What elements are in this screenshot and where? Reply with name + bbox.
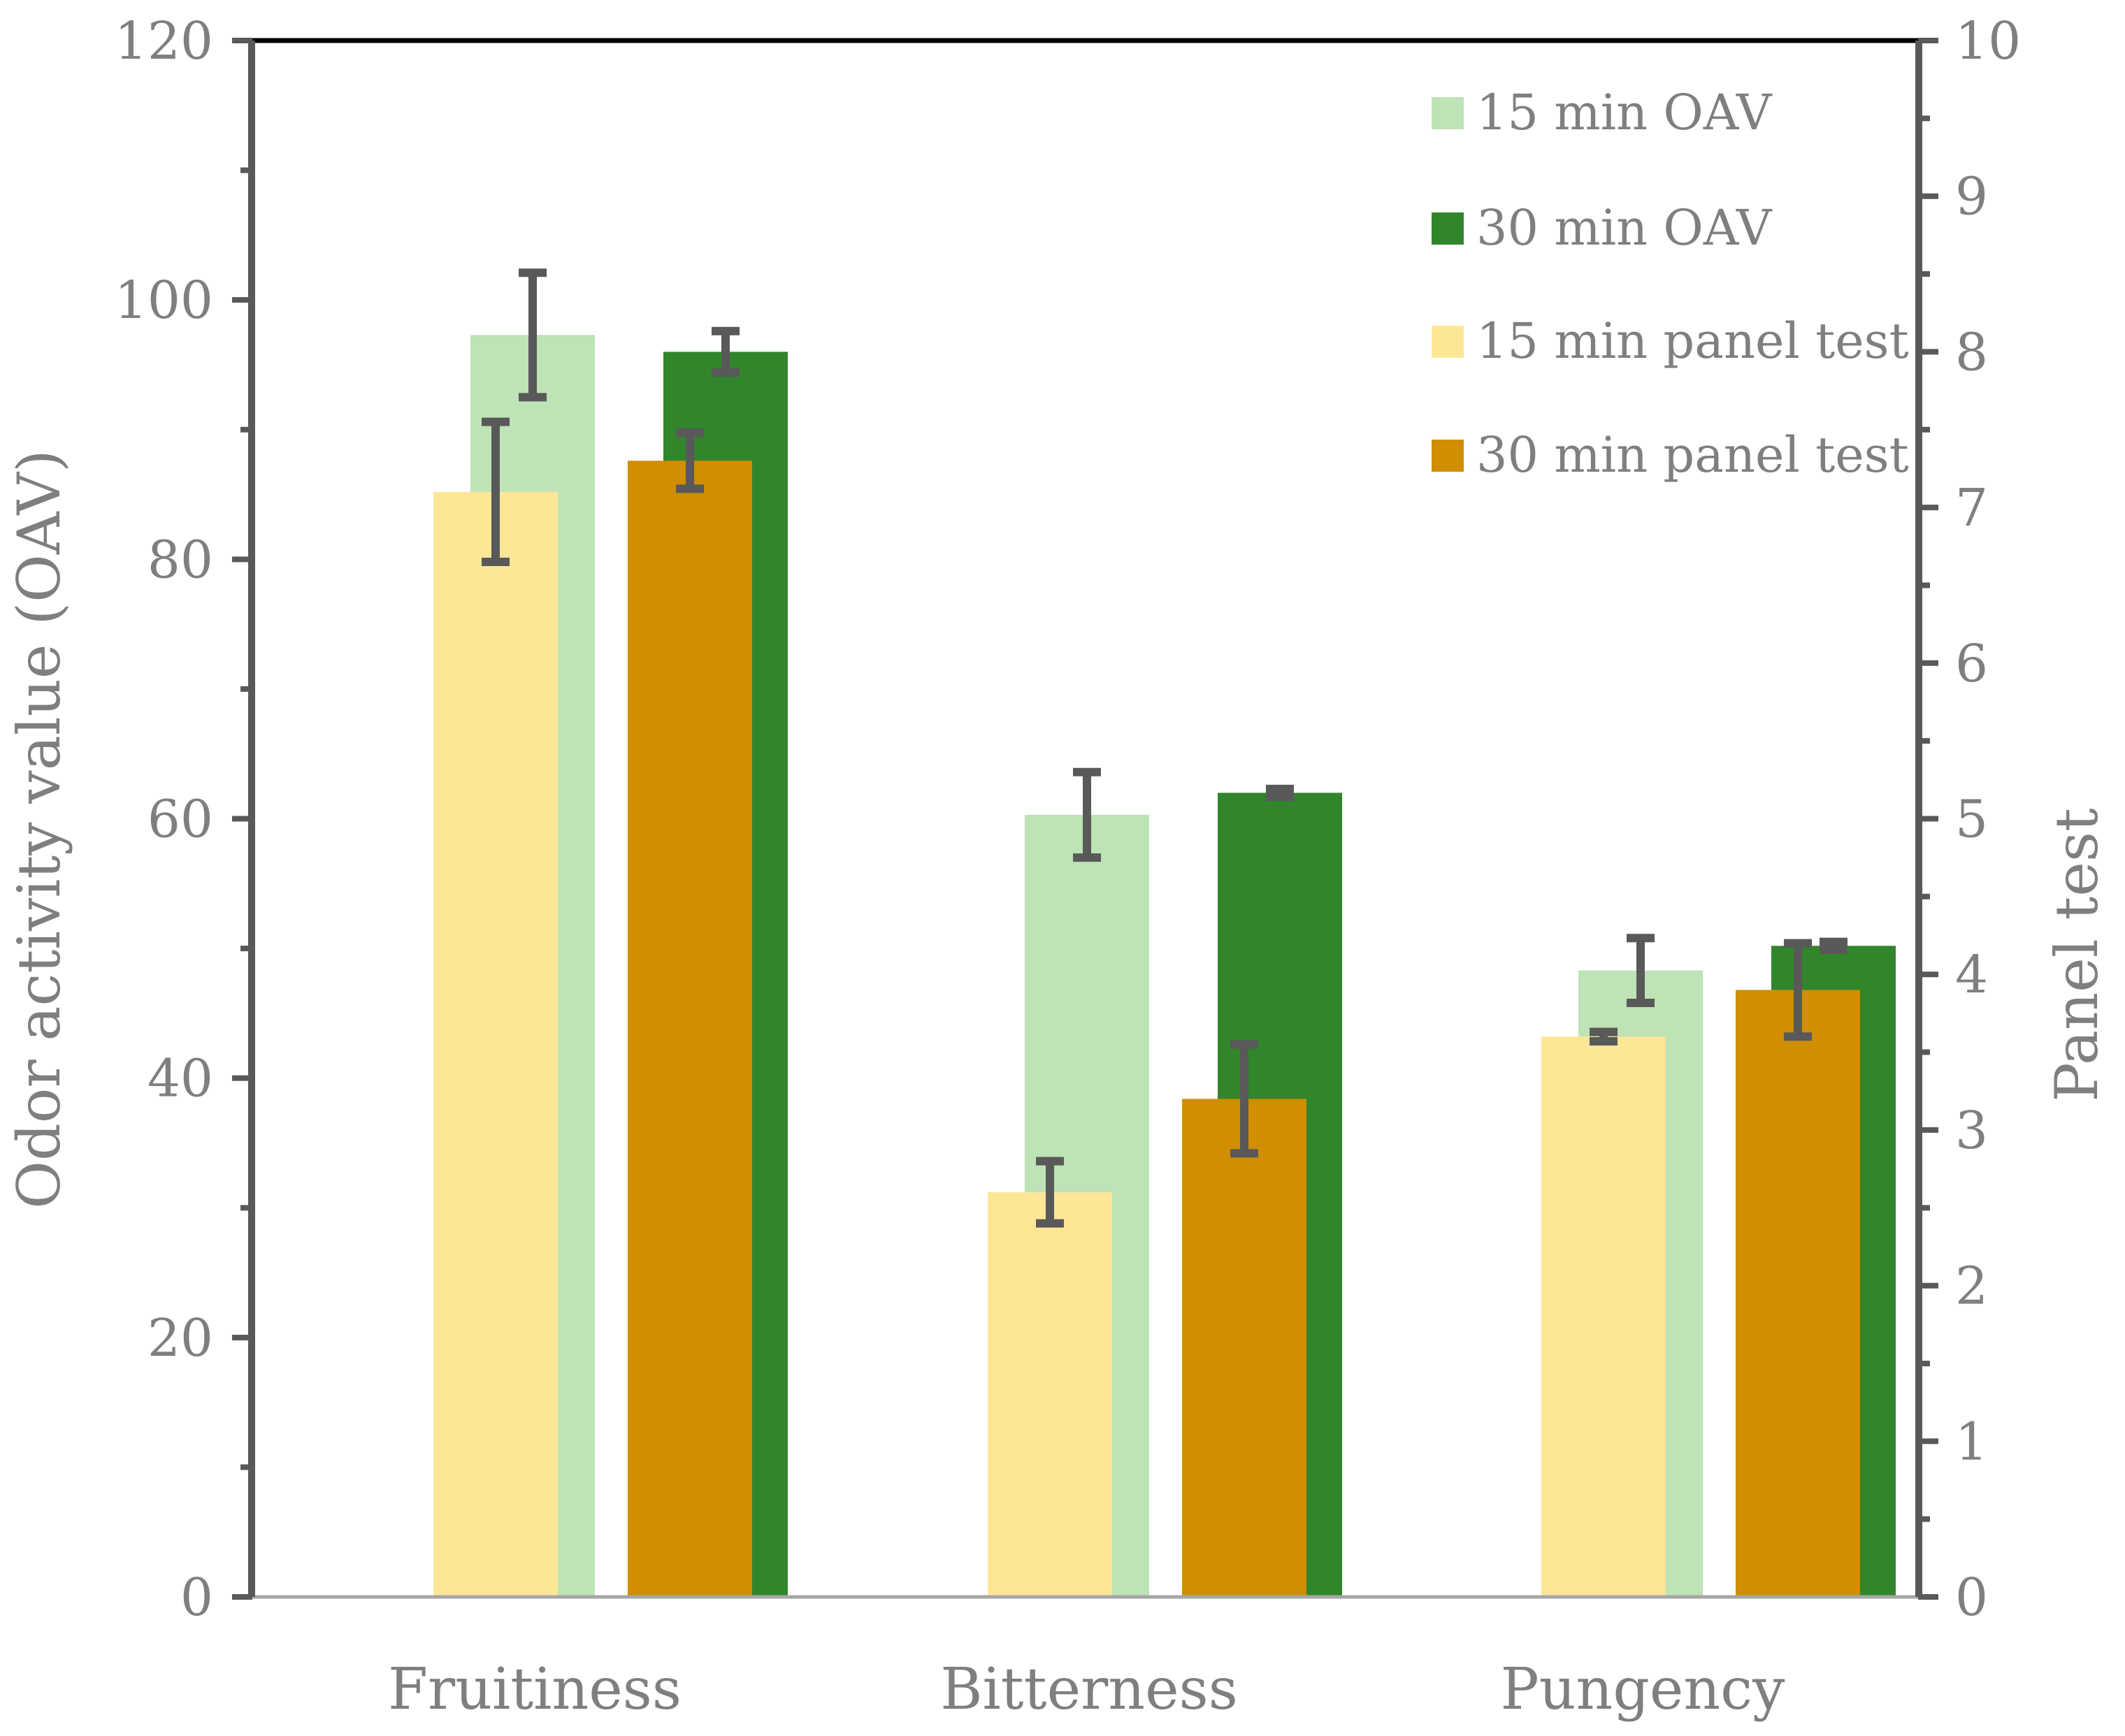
y-left-tick-label: 100 bbox=[115, 270, 213, 331]
error-bars-layer bbox=[482, 268, 1847, 1228]
x-tick-label: Bitterness bbox=[940, 1656, 1238, 1723]
y-right-tick-label: 1 bbox=[1955, 1412, 1988, 1472]
y-right-axis-title: Panel test bbox=[2043, 808, 2111, 1102]
y-left-tick-label: 80 bbox=[147, 530, 213, 590]
bar-15-min-panel-test-fruitiness bbox=[433, 491, 558, 1597]
bar-15-min-panel-test-pungency bbox=[1541, 1036, 1666, 1597]
error-bar-30-min-panel-test-fruitiness bbox=[676, 428, 704, 493]
error-bar-15-min-oav-bitterness bbox=[1073, 767, 1101, 862]
y-right-tick-label: 8 bbox=[1955, 322, 1988, 382]
y-right-tick-label: 6 bbox=[1955, 634, 1988, 694]
bars-layer bbox=[433, 335, 1896, 1597]
legend-swatch bbox=[1432, 326, 1464, 358]
error-bar-30-min-oav-bitterness bbox=[1266, 784, 1294, 801]
error-bar-15-min-oav-pungency bbox=[1627, 934, 1655, 1008]
legend: 15 min OAV 30 min OAV 15 min panel test 30 … bbox=[1432, 84, 1909, 484]
y-right-tick-label: 7 bbox=[1955, 478, 1988, 538]
legend-label: 15 min OAV bbox=[1476, 84, 1773, 141]
y-right-tick-label: 3 bbox=[1955, 1101, 1988, 1161]
legend-swatch bbox=[1432, 212, 1464, 245]
error-bar-15-min-panel-test-pungency bbox=[1590, 1027, 1618, 1046]
legend-swatch bbox=[1432, 440, 1464, 472]
bar-30-min-panel-test-bitterness bbox=[1182, 1099, 1306, 1597]
error-bar-30-min-oav-fruitiness bbox=[712, 326, 740, 377]
error-bar-30-min-panel-test-pungency bbox=[1784, 939, 1812, 1041]
y-right-tick-label: 10 bbox=[1955, 11, 2021, 71]
y-right-tick-label: 4 bbox=[1955, 945, 1988, 1005]
bar-15-min-panel-test-bitterness bbox=[988, 1192, 1112, 1597]
legend-item-30-min-panel-test: 30 min panel test bbox=[1432, 426, 1909, 484]
x-tick-label: Pungency bbox=[1501, 1656, 1786, 1723]
legend-item-15-min-panel-test: 15 min panel test bbox=[1432, 312, 1909, 370]
legend-label: 30 min panel test bbox=[1476, 426, 1909, 484]
axes-layer bbox=[232, 38, 1938, 1600]
error-bar-15-min-oav-fruitiness bbox=[519, 268, 547, 402]
x-tick-label: Fruitiness bbox=[388, 1656, 682, 1723]
legend-label: 30 min OAV bbox=[1476, 199, 1773, 256]
legend-swatch bbox=[1432, 97, 1464, 129]
y-left-axis-title: Odor activity value (OAV) bbox=[5, 449, 73, 1209]
y-left-tick-label: 40 bbox=[147, 1049, 213, 1109]
y-left-tick-label: 20 bbox=[147, 1308, 213, 1368]
y-right-tick-label: 0 bbox=[1955, 1568, 1988, 1628]
y-left-tick-label: 120 bbox=[115, 11, 213, 71]
y-left-tick-label: 0 bbox=[180, 1568, 213, 1628]
y-left-tick-label: 60 bbox=[147, 790, 213, 850]
error-bar-15-min-panel-test-bitterness bbox=[1036, 1157, 1064, 1228]
legend-item-30-min-oav: 30 min OAV bbox=[1432, 199, 1773, 256]
bar-30-min-panel-test-fruitiness bbox=[628, 461, 752, 1597]
y-right-tick-label: 5 bbox=[1955, 790, 1988, 850]
error-bar-30-min-oav-pungency bbox=[1820, 937, 1847, 954]
legend-item-15-min-oav: 15 min OAV bbox=[1432, 84, 1773, 141]
bar-30-min-panel-test-pungency bbox=[1736, 990, 1860, 1597]
error-bar-15-min-panel-test-fruitiness bbox=[482, 417, 510, 567]
y-right-tick-label: 9 bbox=[1955, 167, 1988, 227]
legend-label: 15 min panel test bbox=[1476, 312, 1909, 370]
error-bar-30-min-panel-test-bitterness bbox=[1230, 1040, 1258, 1158]
y-right-tick-label: 2 bbox=[1955, 1257, 1988, 1317]
labels-layer: 0 20 40 60 80 100 120 0 1 2 3 4 5 6 7 8 9 10 Fruitiness Bit… bbox=[5, 11, 2111, 1723]
